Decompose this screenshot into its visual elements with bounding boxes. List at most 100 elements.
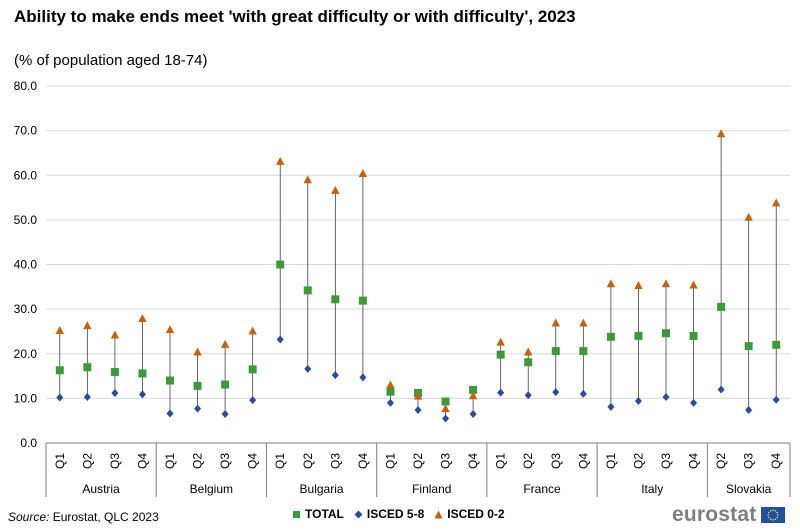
point-isced-0-2 <box>220 339 230 348</box>
point-isced-5-8 <box>524 391 532 400</box>
source-text: Eurostat, QLC 2023 <box>49 510 159 524</box>
point-isced-0-2 <box>716 129 726 138</box>
point-isced-0-2 <box>468 391 478 400</box>
point-total <box>110 368 119 377</box>
point-isced-5-8 <box>607 402 615 411</box>
point-isced-0-2 <box>110 330 120 339</box>
legend-square-icon <box>293 510 300 518</box>
point-isced-5-8 <box>249 396 257 405</box>
point-total <box>248 365 257 374</box>
y-tick-label: 20.0 <box>14 347 38 361</box>
point-isced-5-8 <box>772 395 780 404</box>
chart-subtitle: (% of population aged 18-74) <box>14 52 208 69</box>
x-tick-label: Q4 <box>356 453 370 469</box>
point-total <box>358 296 367 305</box>
legend-label-isced-0-2: ISCED 0-2 <box>447 507 505 521</box>
group-label: Italy <box>641 482 663 496</box>
y-tick-label: 80.0 <box>14 79 38 93</box>
point-isced-5-8 <box>414 405 422 414</box>
point-isced-0-2 <box>138 313 147 322</box>
point-total <box>55 366 64 375</box>
point-isced-0-2 <box>303 175 312 184</box>
point-isced-5-8 <box>138 390 146 399</box>
y-tick-label: 0.0 <box>20 436 37 450</box>
source-label: Source: <box>8 510 50 524</box>
point-total <box>221 380 230 389</box>
group-label: Finland <box>412 482 451 496</box>
point-isced-0-2 <box>524 347 533 356</box>
point-isced-0-2 <box>441 404 450 413</box>
point-isced-0-2 <box>358 168 368 177</box>
point-total <box>386 387 395 396</box>
point-isced-5-8 <box>304 364 312 373</box>
y-tick-label: 70.0 <box>14 124 38 138</box>
point-isced-5-8 <box>579 389 587 398</box>
x-tick-label: Q1 <box>383 453 397 469</box>
legend-label-total: TOTAL <box>305 507 344 521</box>
point-isced-5-8 <box>442 414 450 423</box>
point-isced-0-2 <box>606 279 616 288</box>
y-tick-label: 40.0 <box>14 258 38 272</box>
point-isced-0-2 <box>661 279 671 288</box>
point-isced-5-8 <box>469 409 477 418</box>
point-isced-0-2 <box>55 326 64 335</box>
point-total <box>138 369 147 378</box>
x-tick-label: Q1 <box>604 453 618 469</box>
x-tick-label: Q3 <box>218 453 232 469</box>
group-label: Bulgaria <box>300 482 344 496</box>
point-isced-0-2 <box>413 391 423 400</box>
point-isced-0-2 <box>331 185 340 194</box>
chart-legend: TOTAL ISCED 5-8 ISCED 0-2 <box>292 507 505 521</box>
x-tick-label: Q3 <box>328 453 342 469</box>
point-isced-0-2 <box>248 326 257 335</box>
point-total <box>744 342 753 351</box>
point-isced-0-2 <box>579 318 588 327</box>
group-label: Austria <box>82 482 120 496</box>
group-label: Slovakia <box>726 482 772 496</box>
x-tick-label: Q3 <box>659 453 673 469</box>
chart-title: Ability to make ends meet 'with great di… <box>14 7 576 26</box>
legend-triangle-icon <box>434 510 443 518</box>
point-isced-5-8 <box>221 409 229 418</box>
legend-label-isced-5-8: ISCED 5-8 <box>366 507 425 521</box>
x-tick-label: Q1 <box>273 453 287 469</box>
point-isced-5-8 <box>386 398 394 407</box>
point-isced-5-8 <box>745 405 753 414</box>
point-isced-0-2 <box>634 280 643 289</box>
point-total <box>606 332 615 341</box>
y-tick-label: 10.0 <box>14 391 38 405</box>
point-total <box>303 286 312 295</box>
y-tick-label: 30.0 <box>14 302 38 316</box>
point-total <box>166 376 174 385</box>
point-isced-0-2 <box>83 321 92 330</box>
point-total <box>717 302 726 311</box>
group-label: Belgium <box>190 482 233 496</box>
x-tick-label: Q3 <box>108 453 122 469</box>
x-tick-label: Q2 <box>631 453 645 469</box>
legend-item-isced-0-2: ISCED 0-2 <box>434 507 505 521</box>
point-total <box>524 358 533 367</box>
point-total <box>496 350 505 359</box>
point-total <box>551 347 560 356</box>
point-total <box>441 397 450 406</box>
eu-flag-icon <box>761 507 786 523</box>
legend-item-isced-5-8: ISCED 5-8 <box>354 507 424 521</box>
legend-item-total: TOTAL <box>292 507 344 521</box>
point-isced-5-8 <box>717 385 725 394</box>
y-tick-label: 50.0 <box>14 213 38 227</box>
x-tick-label: Q3 <box>549 453 563 469</box>
x-tick-label: Q4 <box>246 453 260 469</box>
legend-diamond-icon <box>354 510 363 518</box>
point-total <box>469 385 478 394</box>
point-isced-5-8 <box>634 397 642 406</box>
point-total <box>331 295 340 304</box>
point-total <box>83 363 92 372</box>
x-tick-label: Q2 <box>714 453 728 469</box>
point-total <box>579 347 588 356</box>
point-isced-5-8 <box>359 373 367 382</box>
point-total <box>276 260 285 269</box>
logo-text: eurostat <box>672 503 757 526</box>
point-isced-5-8 <box>56 393 64 402</box>
point-total <box>772 340 781 349</box>
